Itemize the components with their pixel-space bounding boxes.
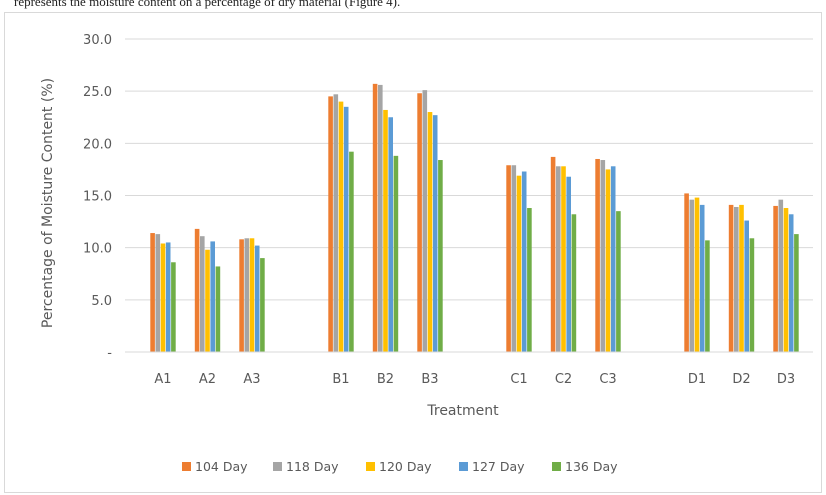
chart-container: - 5.0 10.0 15.0 20.0 25.0 30.0 A1 A2 A3 B1 B2 B3 C1 C2… bbox=[4, 12, 822, 493]
bar bbox=[595, 158, 600, 352]
bar bbox=[349, 151, 354, 352]
bar bbox=[744, 220, 749, 352]
bar bbox=[728, 204, 734, 352]
x-tick-label: C1 bbox=[510, 372, 527, 387]
bar bbox=[205, 249, 210, 352]
bar bbox=[150, 233, 155, 352]
legend-swatch bbox=[366, 462, 375, 471]
bar bbox=[705, 240, 710, 352]
bar bbox=[605, 169, 611, 352]
bar bbox=[506, 165, 511, 352]
bar bbox=[699, 204, 705, 352]
bar bbox=[239, 239, 244, 352]
bar bbox=[734, 206, 739, 352]
y-tick-label: 20.0 bbox=[83, 137, 112, 152]
bar bbox=[343, 106, 349, 352]
bar bbox=[200, 236, 205, 352]
bar bbox=[328, 96, 333, 352]
gridlines bbox=[125, 38, 813, 301]
y-tick-label: 30.0 bbox=[83, 33, 112, 48]
bar bbox=[783, 208, 789, 352]
bar bbox=[616, 211, 621, 352]
bar bbox=[432, 115, 438, 352]
bar bbox=[155, 234, 161, 352]
bar bbox=[438, 160, 443, 352]
x-tick-label: D3 bbox=[777, 372, 795, 387]
bar bbox=[600, 160, 606, 352]
y-axis-title: Percentage of Moisture Content (%) bbox=[40, 78, 56, 328]
bar bbox=[383, 109, 388, 352]
bar-chart: - 5.0 10.0 15.0 20.0 25.0 30.0 A1 A2 A3 B1 B2 B3 C1 C2… bbox=[40, 33, 813, 474]
bar bbox=[788, 214, 794, 352]
legend-label: 136 Day bbox=[565, 459, 618, 474]
bar bbox=[165, 242, 171, 352]
bar bbox=[773, 205, 778, 352]
bar bbox=[739, 204, 744, 352]
legend-label: 104 Day bbox=[195, 459, 248, 474]
x-tick-label: B1 bbox=[332, 372, 349, 387]
bar bbox=[550, 156, 556, 352]
legend-swatch bbox=[459, 462, 468, 471]
y-tick-label: 15.0 bbox=[83, 190, 112, 205]
axes: - 5.0 10.0 15.0 20.0 25.0 30.0 A1 A2 A3 B1 B2 B3 C1 C2… bbox=[83, 33, 813, 387]
x-tick-label: A3 bbox=[243, 372, 260, 387]
bar bbox=[571, 214, 577, 352]
x-tick-label: B2 bbox=[377, 372, 394, 387]
y-tick-label: 25.0 bbox=[83, 85, 112, 100]
legend-label: 127 Day bbox=[472, 459, 525, 474]
caption-fragment: represents the moisture content on a per… bbox=[14, 0, 401, 9]
bar bbox=[378, 84, 383, 352]
bar bbox=[260, 258, 265, 352]
bar bbox=[749, 238, 755, 352]
x-tick-label: D2 bbox=[732, 372, 750, 387]
bar bbox=[684, 193, 689, 352]
bar bbox=[333, 94, 339, 353]
bar bbox=[417, 93, 422, 352]
bar bbox=[244, 238, 250, 352]
x-tick-label: A1 bbox=[154, 372, 171, 387]
bar bbox=[778, 199, 784, 352]
bar bbox=[427, 112, 433, 352]
y-tick-label: 10.0 bbox=[83, 242, 112, 257]
y-tick-label: 5.0 bbox=[91, 294, 112, 309]
bar bbox=[610, 166, 616, 352]
x-tick-label: C3 bbox=[599, 372, 616, 387]
bar bbox=[694, 197, 700, 352]
caption-strip: represents the moisture content on a per… bbox=[0, 0, 826, 14]
bar bbox=[210, 241, 215, 352]
bar bbox=[215, 266, 221, 352]
bar bbox=[249, 238, 255, 352]
legend-label: 120 Day bbox=[379, 459, 432, 474]
bar bbox=[171, 262, 176, 352]
legend-swatch bbox=[182, 462, 191, 471]
x-tick-label: D1 bbox=[688, 372, 706, 387]
legend-swatch bbox=[552, 462, 561, 471]
bar bbox=[794, 234, 799, 352]
x-axis-title: Treatment bbox=[426, 403, 499, 419]
bar bbox=[556, 166, 561, 352]
y-tick-label: - bbox=[107, 346, 112, 361]
bar bbox=[372, 83, 378, 353]
bar bbox=[527, 208, 532, 352]
bar bbox=[388, 117, 393, 352]
bar bbox=[194, 228, 200, 352]
bar bbox=[689, 199, 695, 352]
bar bbox=[422, 90, 428, 353]
bars bbox=[150, 83, 799, 353]
bar bbox=[521, 171, 527, 352]
bar bbox=[511, 165, 517, 352]
legend-label: 118 Day bbox=[286, 459, 339, 474]
bar bbox=[338, 101, 344, 352]
bar bbox=[393, 155, 399, 352]
legend: 104 Day 118 Day 120 Day 127 Day 136 Day bbox=[182, 459, 618, 474]
x-tick-label: C2 bbox=[555, 372, 572, 387]
bar bbox=[254, 245, 260, 352]
bar bbox=[561, 166, 566, 352]
bar bbox=[160, 243, 166, 352]
x-tick-label: B3 bbox=[421, 372, 438, 387]
legend-swatch bbox=[273, 462, 282, 471]
bar bbox=[516, 175, 522, 352]
x-tick-label: A2 bbox=[199, 372, 216, 387]
bar bbox=[566, 176, 571, 352]
